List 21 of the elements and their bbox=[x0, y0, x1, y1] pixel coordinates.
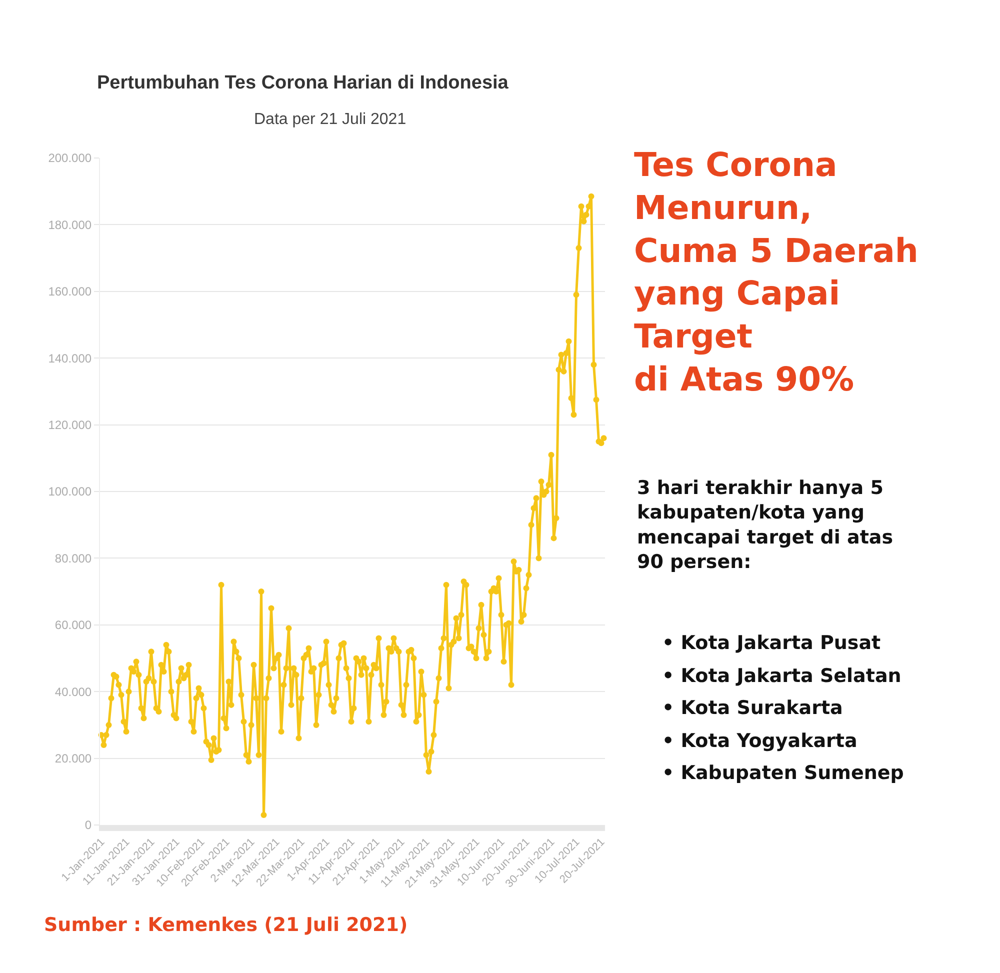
y-tick-label: 120.000 bbox=[48, 418, 92, 432]
y-tick-label: 100.000 bbox=[48, 484, 92, 499]
text: • Kota Yogyakarta bbox=[662, 730, 858, 752]
chart-title: Pertumbuhan Tes Corona Harian di Indonesia bbox=[97, 72, 509, 94]
y-tick-label: 40.000 bbox=[54, 684, 92, 699]
text: Tes Corona Menurun, Cuma 5 Daerah yang Capai Target di Atas 90% bbox=[634, 145, 918, 398]
text: Sumber : Kemenkes (21 Juli 2021) bbox=[44, 914, 408, 936]
y-tick-label: 60.000 bbox=[54, 618, 92, 632]
y-tick-label: 80.000 bbox=[54, 551, 92, 566]
y-tick-label: 160.000 bbox=[48, 284, 92, 299]
y-tick-label: 200.000 bbox=[48, 151, 92, 166]
text: • Kota Jakarta Pusat bbox=[662, 632, 881, 654]
text: • Kota Surakarta bbox=[662, 697, 843, 719]
y-tick-label: 0 bbox=[84, 818, 92, 832]
y-tick-label: 20.000 bbox=[54, 752, 92, 766]
text: • Kabupaten Sumenep bbox=[662, 762, 904, 784]
text: 3 hari terakhir hanya 5 kabupaten/kota yang mencapai target di atas 90 persen: bbox=[637, 477, 894, 574]
y-tick-label: 180.000 bbox=[48, 218, 92, 232]
chart-subtitle: Data per 21 Juli 2021 bbox=[254, 111, 406, 128]
text: • Kota Jakarta Selatan bbox=[662, 665, 902, 687]
y-tick-label: 140.000 bbox=[48, 351, 92, 366]
